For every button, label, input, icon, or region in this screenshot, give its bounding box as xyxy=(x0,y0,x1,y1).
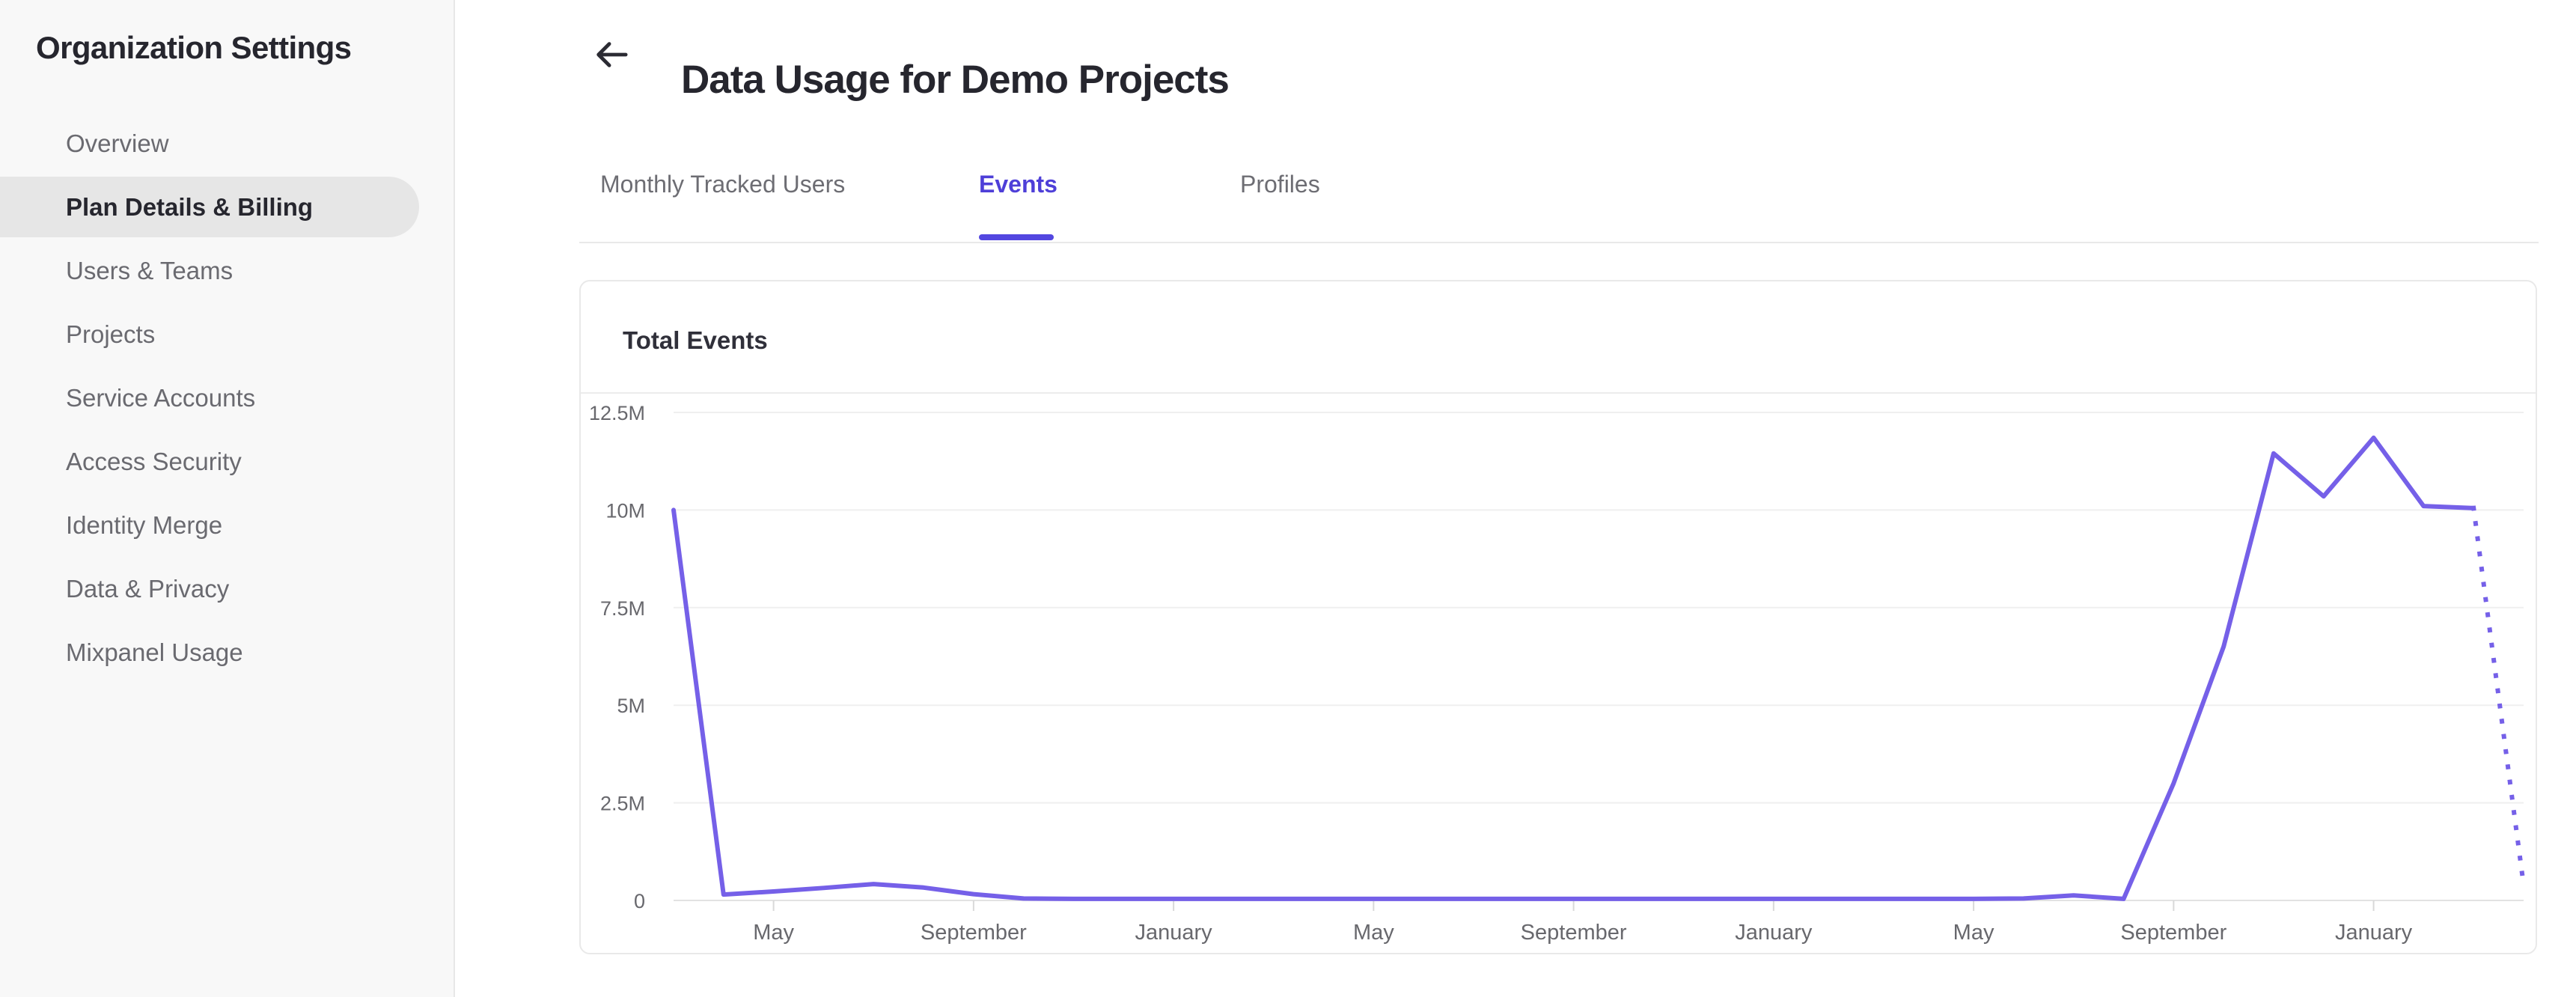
tab-events[interactable]: Events xyxy=(979,171,1057,198)
sidebar-item-data-privacy[interactable]: Data & Privacy xyxy=(66,575,230,603)
x-axis-label: September xyxy=(921,921,1027,945)
events-projection-line xyxy=(2470,505,2527,888)
y-axis-label: 5M xyxy=(617,695,645,717)
sidebar-item-users-teams[interactable]: Users & Teams xyxy=(66,257,234,284)
x-axis-label: September xyxy=(1521,921,1627,945)
total-events-chart[interactable]: 12.5M 10M 7.5M 5M 2.5M 0 May September January Ma… xyxy=(581,395,2536,954)
sidebar-title: Organization Settings xyxy=(36,30,352,65)
sidebar-item-overview[interactable]: Overview xyxy=(66,129,169,157)
x-axis-label: May xyxy=(1953,921,1994,945)
total-events-card: Total Events 12.5M 10M 7.5M 5M 2.5M 0 May Septe… xyxy=(579,280,2537,954)
chart-area[interactable]: 12.5M 10M 7.5M 5M 2.5M 0 May September January Ma… xyxy=(581,395,2536,954)
active-tab-underline xyxy=(979,234,1054,240)
y-axis-label: 0 xyxy=(634,890,645,912)
sidebar-item-plan-details-billing[interactable]: Plan Details & Billing xyxy=(0,177,419,237)
card-header: Total Events xyxy=(581,281,2536,394)
card-title: Total Events xyxy=(623,326,768,354)
tab-bar: Monthly Tracked Users Events Profiles xyxy=(579,154,2539,243)
x-axis-label: January xyxy=(1735,921,1813,945)
x-axis-label: May xyxy=(753,921,794,945)
x-axis-label: May xyxy=(1353,921,1394,945)
y-axis-label: 7.5M xyxy=(600,597,645,620)
page-title: Data Usage for Demo Projects xyxy=(681,57,1230,102)
y-axis-label: 12.5M xyxy=(589,402,645,424)
main-content: Data Usage for Demo Projects Monthly Tra… xyxy=(457,0,2576,997)
y-axis-label: 2.5M xyxy=(600,793,645,815)
x-axis-label: January xyxy=(1135,921,1213,945)
tab-monthly-tracked-users[interactable]: Monthly Tracked Users xyxy=(600,171,846,198)
x-axis-label: September xyxy=(2120,921,2226,945)
events-line xyxy=(671,435,2476,901)
tab-profiles[interactable]: Profiles xyxy=(1240,171,1320,198)
left-arrow-icon xyxy=(593,40,628,70)
x-axis-label: January xyxy=(2335,921,2413,945)
sidebar: Organization Settings Overview Plan Detai… xyxy=(0,0,455,997)
y-axis-label: 10M xyxy=(605,499,645,522)
sidebar-nav: Overview Plan Details & Billing Users & Te… xyxy=(0,113,452,686)
back-button[interactable] xyxy=(585,28,637,81)
sidebar-item-mixpanel-usage[interactable]: Mixpanel Usage xyxy=(66,638,243,666)
sidebar-item-identity-merge[interactable]: Identity Merge xyxy=(66,511,223,539)
sidebar-item-access-security[interactable]: Access Security xyxy=(66,448,242,475)
sidebar-item-projects[interactable]: Projects xyxy=(66,320,156,348)
sidebar-item-service-accounts[interactable]: Service Accounts xyxy=(66,384,256,412)
